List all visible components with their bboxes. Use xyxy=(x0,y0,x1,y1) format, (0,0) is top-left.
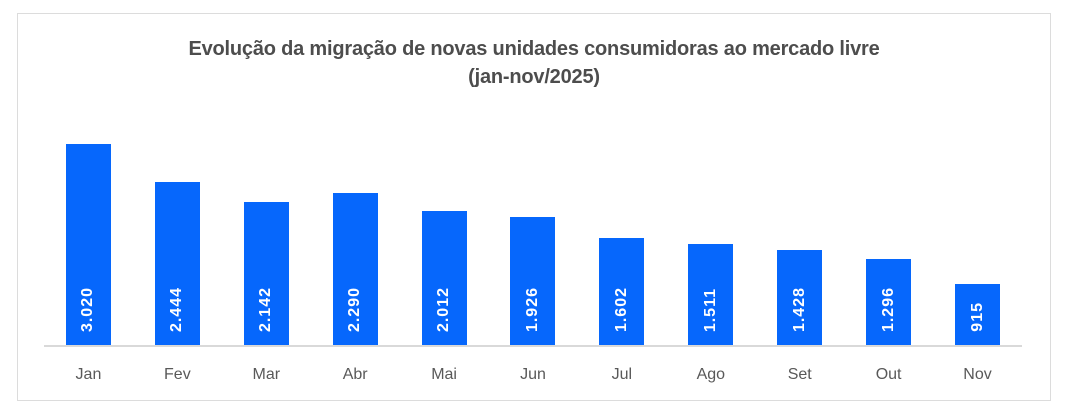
plot-area: 3.020 2.444 2.142 2.290 2.012 1.926 1.602 1.511… xyxy=(44,14,1022,402)
bar-slot-fev: 2.444 xyxy=(133,14,222,345)
x-axis-line xyxy=(44,345,1022,347)
bar-value-label-ago: 1.511 xyxy=(701,287,719,332)
bar-value-label-abr: 2.290 xyxy=(346,286,364,332)
bar-value-wrap: 1.296 xyxy=(866,287,911,332)
x-axis-labels: Jan Fev Mar Abr Mai Jun Jul Ago Set Out Nov xyxy=(44,365,1022,385)
bar-value-wrap: 2.142 xyxy=(244,287,289,332)
bars-container: 3.020 2.444 2.142 2.290 2.012 1.926 1.602 1.511… xyxy=(44,14,1022,345)
bar-set: 1.428 xyxy=(777,250,823,345)
bar-ago: 1.511 xyxy=(688,244,734,345)
bar-value-label-jan: 3.020 xyxy=(79,286,97,332)
bar-value-label-mai: 2.012 xyxy=(435,286,453,332)
x-tick-label-jun: Jun xyxy=(520,366,546,383)
x-tick-label-mai: Mai xyxy=(431,366,457,383)
bar-value-wrap: 1.602 xyxy=(599,287,644,332)
bar-value-wrap: 1.926 xyxy=(510,287,555,332)
x-tick-label-ago: Ago xyxy=(696,366,726,383)
bar-mar: 2.142 xyxy=(243,202,289,345)
bar-nov: 915 xyxy=(955,284,1001,345)
bar-value-label-set: 1.428 xyxy=(790,286,808,332)
bar-value-wrap: 1.428 xyxy=(777,287,822,332)
bar-jun: 1.926 xyxy=(510,217,556,345)
bar-slot-mar: 2.142 xyxy=(222,14,311,345)
bar-slot-nov: 915 xyxy=(933,14,1022,345)
bar-slot-out: 1.296 xyxy=(844,14,933,345)
bar-slot-jul: 1.602 xyxy=(577,14,666,345)
bar-jul: 1.602 xyxy=(599,238,645,345)
x-tick-label-abr: Abr xyxy=(342,366,368,383)
bar-slot-ago: 1.511 xyxy=(666,14,755,345)
x-tick-label-set: Set xyxy=(787,366,812,383)
bar-value-label-mar: 2.142 xyxy=(257,286,275,332)
bar-value-wrap: 2.444 xyxy=(155,287,200,332)
bar-value-label-jul: 1.602 xyxy=(612,286,630,332)
bar-slot-jun: 1.926 xyxy=(489,14,578,345)
bar-out: 1.296 xyxy=(866,259,912,345)
bar-value-wrap: 3.020 xyxy=(66,287,111,332)
bar-value-wrap: 2.290 xyxy=(333,287,378,332)
chart-title: Evolução da migração de novas unidades c… xyxy=(18,35,1050,91)
bar-value-label-nov: 915 xyxy=(968,302,986,332)
bar-slot-jan: 3.020 xyxy=(44,14,133,345)
bar-value-label-fev: 2.444 xyxy=(168,286,186,332)
x-tick-label-jan: Jan xyxy=(75,366,102,383)
bar-fev: 2.444 xyxy=(154,182,200,345)
chart-title-line-2: (jan-nov/2025) xyxy=(468,66,600,88)
bar-value-label-jun: 1.926 xyxy=(523,286,541,332)
x-tick-label-mar: Mar xyxy=(252,366,281,383)
bar-mai: 2.012 xyxy=(421,211,467,345)
bar-value-wrap: 1.511 xyxy=(688,288,733,332)
bar-value-label-out: 1.296 xyxy=(879,286,897,332)
bar-slot-abr: 2.290 xyxy=(311,14,400,345)
x-tick-label-out: Out xyxy=(875,366,902,383)
x-tick-label-jul: Jul xyxy=(611,366,633,383)
chart-title-line-1: Evolução da migração de novas unidades c… xyxy=(188,38,880,60)
bar-value-wrap: 915 xyxy=(955,302,1000,332)
bar-value-wrap: 2.012 xyxy=(422,287,467,332)
chart-frame: Evolução da migração de novas unidades c… xyxy=(17,13,1051,401)
x-tick-label-fev: Fev xyxy=(164,366,191,383)
bar-slot-mai: 2.012 xyxy=(400,14,489,345)
bar-slot-set: 1.428 xyxy=(755,14,844,345)
bar-jan: 3.020 xyxy=(65,144,111,345)
x-tick-label-nov: Nov xyxy=(963,366,992,383)
bar-abr: 2.290 xyxy=(332,193,378,345)
